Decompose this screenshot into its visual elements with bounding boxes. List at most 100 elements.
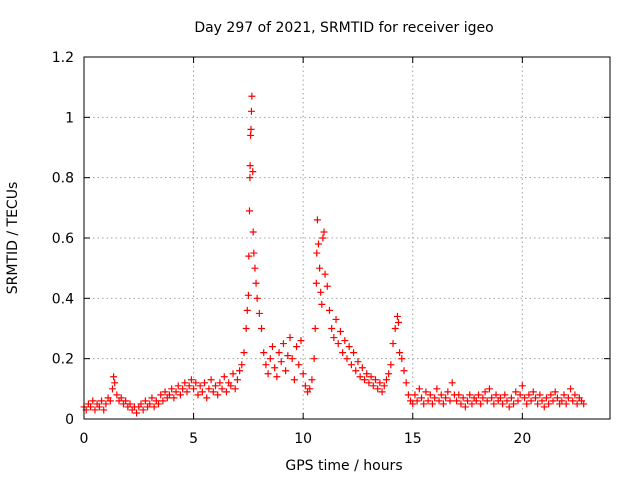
data-point xyxy=(529,388,537,396)
data-point xyxy=(361,376,369,384)
data-point xyxy=(176,391,184,399)
x-tick-label: 0 xyxy=(80,431,89,447)
data-point xyxy=(358,364,366,372)
data-point xyxy=(236,367,244,375)
data-point xyxy=(336,328,344,336)
y-tick-label: 1.2 xyxy=(52,50,74,66)
data-point xyxy=(246,174,254,182)
data-point xyxy=(325,306,333,314)
data-point xyxy=(439,400,447,408)
data-point xyxy=(288,355,296,363)
data-point xyxy=(411,391,419,399)
data-point xyxy=(459,394,467,402)
data-point xyxy=(310,355,318,363)
data-point xyxy=(205,385,213,393)
data-point xyxy=(98,397,106,405)
data-point xyxy=(448,379,456,387)
data-point xyxy=(356,373,364,381)
data-point xyxy=(139,406,147,414)
data-point xyxy=(332,315,340,323)
y-tick-label: 0.8 xyxy=(52,171,74,187)
data-point xyxy=(466,391,474,399)
grid-lines xyxy=(84,57,610,419)
data-point xyxy=(549,397,557,405)
data-point xyxy=(345,343,353,351)
data-point xyxy=(243,306,251,314)
data-point xyxy=(137,400,145,408)
data-point xyxy=(165,391,173,399)
data-point xyxy=(252,279,260,287)
data-point xyxy=(380,382,388,390)
data-point xyxy=(146,400,154,408)
data-point xyxy=(378,388,386,396)
data-point xyxy=(245,207,253,215)
data-point xyxy=(481,388,489,396)
data-point xyxy=(179,385,187,393)
data-point xyxy=(514,397,522,405)
data-point xyxy=(367,373,375,381)
data-point xyxy=(507,394,515,402)
data-point xyxy=(352,367,360,375)
data-point xyxy=(536,391,544,399)
data-point xyxy=(111,379,119,387)
data-point xyxy=(415,385,423,393)
y-axis-label: SRMTID / TECUs xyxy=(5,182,21,295)
data-point xyxy=(159,397,167,405)
data-point xyxy=(317,288,325,296)
data-point xyxy=(354,358,362,366)
x-tick-label: 20 xyxy=(513,431,531,447)
data-point xyxy=(422,388,430,396)
data-point xyxy=(157,391,165,399)
y-tick-label: 0.6 xyxy=(52,231,74,247)
data-point xyxy=(485,385,493,393)
data-point xyxy=(126,400,134,408)
data-point xyxy=(464,397,472,405)
data-point xyxy=(409,400,417,408)
data-point xyxy=(393,312,401,320)
data-point xyxy=(479,394,487,402)
data-point xyxy=(253,294,261,302)
data-point xyxy=(196,382,204,390)
data-point xyxy=(547,391,555,399)
data-point xyxy=(580,400,588,408)
data-point xyxy=(424,397,432,405)
data-point xyxy=(122,397,130,405)
data-point xyxy=(216,379,224,387)
data-point xyxy=(246,162,254,170)
data-point xyxy=(181,379,189,387)
data-point xyxy=(293,343,301,351)
data-point xyxy=(249,228,257,236)
data-point xyxy=(203,394,211,402)
data-point xyxy=(242,325,250,332)
data-point xyxy=(258,325,266,332)
data-point xyxy=(391,325,399,332)
data-point xyxy=(496,394,504,402)
data-point xyxy=(87,403,95,411)
data-point xyxy=(431,394,439,402)
data-points xyxy=(80,92,588,417)
data-point xyxy=(102,400,110,408)
data-point xyxy=(323,282,331,290)
data-point xyxy=(89,397,97,405)
data-point xyxy=(312,279,320,287)
data-point xyxy=(247,107,255,115)
data-point xyxy=(255,309,263,317)
data-point xyxy=(540,403,548,411)
data-point xyxy=(212,382,219,390)
y-tick-label: 0.4 xyxy=(52,291,74,307)
data-point xyxy=(117,394,125,402)
data-point xyxy=(534,400,542,408)
data-point xyxy=(170,394,178,402)
data-point xyxy=(313,216,321,224)
data-point xyxy=(428,400,436,408)
data-point xyxy=(245,252,253,260)
data-point xyxy=(218,385,226,393)
data-point xyxy=(150,403,158,411)
data-point xyxy=(444,388,452,396)
data-point xyxy=(222,388,230,396)
data-point xyxy=(110,373,118,381)
data-point xyxy=(413,397,421,405)
data-point xyxy=(133,409,141,417)
data-point xyxy=(371,376,379,384)
